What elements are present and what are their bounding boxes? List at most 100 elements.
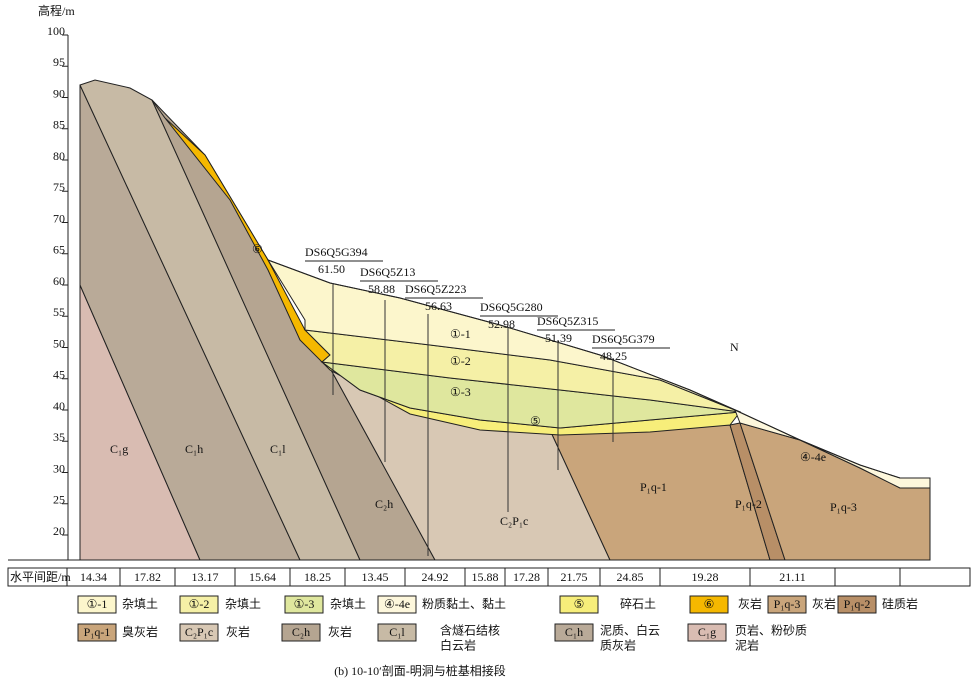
layer-label: C₁g [110,442,128,456]
legend-code: P₁q-1 [84,625,111,639]
y-tick-label: 40 [53,399,65,413]
legend-code: ⑥ [704,597,715,611]
y-tick-label: 50 [53,336,65,350]
layer-label: P₁q-2 [735,497,762,511]
spacing-label: 水平间距/m [10,570,71,584]
legend-swatch [377,595,417,614]
legend-label: 灰岩 [738,596,762,611]
legend-code: ④-4e [384,597,410,611]
y-tick-label: 45 [53,368,65,382]
ground-line [267,259,930,479]
legend-code: P₁q-3 [774,597,801,611]
spacing-value: 18.25 [304,570,331,584]
borehole-elevation: 58.88 [368,282,395,296]
legend-swatch [281,623,321,642]
spacing-value: 15.88 [472,570,499,584]
legend-label: 硅质岩 [882,596,918,611]
spacing-value: 13.17 [192,570,219,584]
legend-label: 页岩、粉砂质 [735,622,807,637]
spacing-value: 17.82 [134,570,161,584]
legend-swatch [179,595,219,614]
legend-code: P₁q-2 [844,597,871,611]
layer-label: C₁h [185,442,203,456]
legend-label: 杂填土 [225,597,261,611]
legend-code: C₂P₁c [185,625,213,639]
legend-swatch [377,623,417,642]
legend-label: 泥岩 [735,637,759,652]
y-tick-label: 55 [53,305,65,319]
y-tick-label: 100 [47,24,65,38]
legend-label: 杂填土 [122,597,158,611]
legend-code: C₁l [389,625,405,639]
borehole-name: DS6Q5G394 [305,245,368,259]
borehole-name: DS6Q5G280 [480,300,543,314]
spacing-value: 19.28 [692,570,719,584]
legend-code: C₂h [292,625,310,639]
borehole-name: DS6Q5Z13 [360,265,415,279]
legend-label: 粉质黏土、黏土 [422,597,506,611]
layer-label: N [730,340,739,354]
borehole-elevation: 56.63 [425,299,452,313]
legend-swatch [77,595,117,614]
spacing-value: 14.34 [80,570,107,584]
legend-code: ①-3 [294,597,315,611]
y-tick-label: 90 [53,86,65,100]
strata [79,79,931,561]
layer-label: ⑥ [252,242,263,256]
layer-label: ⑤ [530,414,541,428]
legend-label: 碎石土 [620,596,656,611]
borehole-elevation: 48.25 [600,349,627,363]
legend-swatch [77,623,117,642]
y-tick-label: 75 [53,180,65,194]
legend-code: ①-2 [189,597,210,611]
spacing-value: 15.64 [249,570,276,584]
y-tick-label: 25 [53,493,65,507]
y-tick-label: 95 [53,55,65,69]
legend-swatch [687,623,727,642]
axis-title: 高程/m [38,3,75,18]
borehole-elevation: 51.39 [545,331,572,345]
spacing-value: 13.45 [362,570,389,584]
spacing-value: 21.75 [561,570,588,584]
legend-swatch [767,595,807,614]
borehole-elevation: 52.98 [488,317,515,331]
caption: (b) 10-10′剖面-明洞与桩基相接段 [334,663,506,678]
borehole-name: DS6Q5Z315 [537,314,598,328]
spacing-value: 17.28 [513,570,540,584]
legend-swatch [179,623,219,642]
y-tick-label: 30 [53,461,65,475]
y-tick-label: 85 [53,118,65,132]
layer-label: C₁l [270,442,286,456]
legend-label: 灰岩 [226,624,250,639]
legend-code: C₁h [565,625,583,639]
boreholes [332,283,614,556]
legend-swatch [559,595,599,614]
borehole-name: DS6Q5G379 [592,332,655,346]
legend-swatch [554,623,594,642]
legend-swatch [837,595,877,614]
legend-swatch [689,595,729,614]
y-tick-label: 65 [53,243,65,257]
legend-code: ①-1 [87,597,108,611]
spacing-row [7,567,971,587]
legend-label: 灰岩 [328,624,352,639]
y-tick-label: 70 [53,211,65,225]
y-tick-label: 35 [53,430,65,444]
legend-label: 泥质、白云 [600,622,660,637]
layer-label: ①-1 [450,327,471,341]
layer-label: C₂h [375,497,393,511]
legend-label: 含燧石结核 [440,622,500,637]
y-tick-label: 20 [53,524,65,538]
legend-code: C₁g [698,625,716,639]
layer-label: ①-3 [450,385,471,399]
borehole-name: DS6Q5Z223 [405,282,466,296]
layer-label: P₁q-1 [640,480,667,494]
legend-swatch [284,595,324,614]
layer-label: ①-2 [450,354,471,368]
legend-label: 臭灰岩 [122,624,158,639]
y-tick-label: 60 [53,274,65,288]
borehole-elevation: 61.50 [318,262,345,276]
layer-label: P₁q-3 [830,500,857,514]
spacing-value: 21.11 [779,570,806,584]
